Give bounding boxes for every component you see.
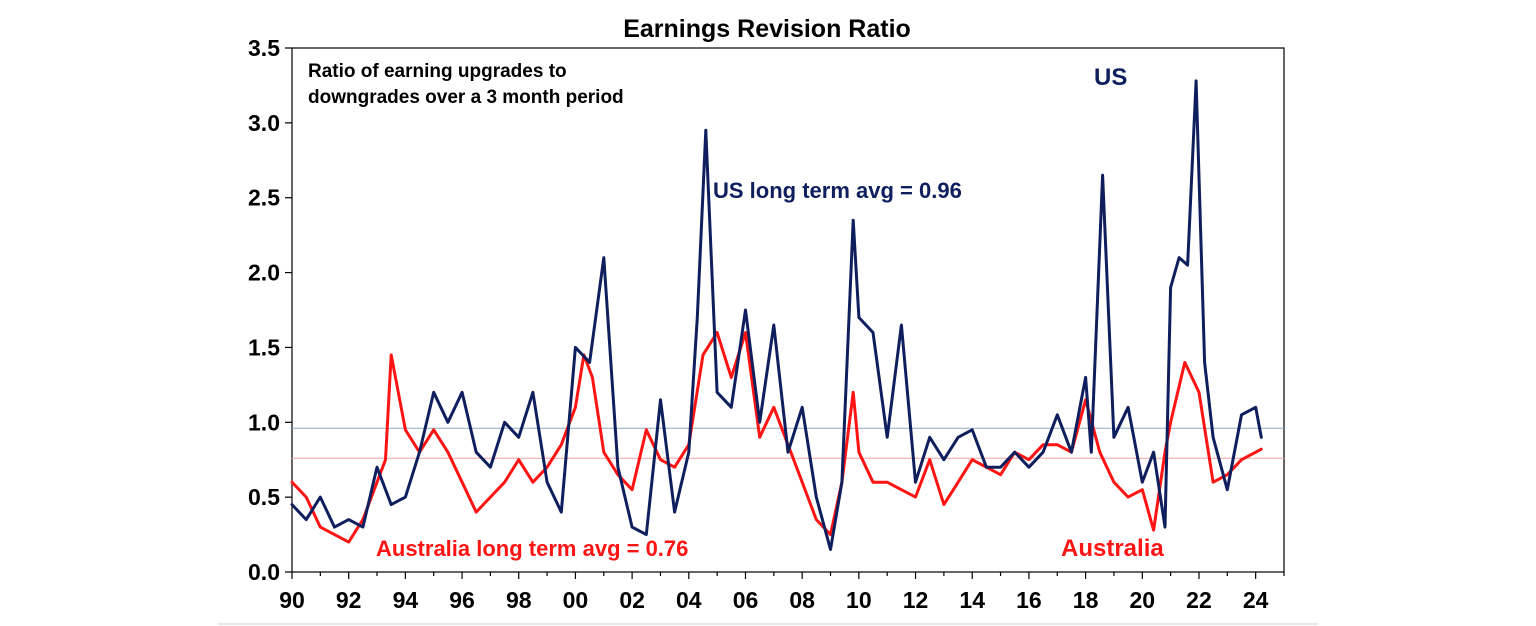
x-tick-label: 20: [1129, 587, 1155, 613]
x-tick-label: 02: [619, 587, 645, 613]
series-line-australia: [290, 331, 1263, 544]
x-tick-label: 98: [506, 587, 532, 613]
x-tick-label: 90: [279, 587, 305, 613]
series-line-us: [290, 79, 1263, 551]
series-layer: [290, 79, 1263, 551]
x-tick-label: 16: [1016, 587, 1042, 613]
subtitle-line-2: downgrades over a 3 month period: [308, 87, 624, 108]
y-tick-label: 3.5: [248, 35, 280, 61]
x-tick-label: 08: [789, 587, 815, 613]
x-tick-label: 92: [336, 587, 362, 613]
chart-title: Earnings Revision Ratio: [623, 15, 911, 43]
y-tick-label: 1.0: [248, 409, 280, 435]
x-tick-label: 00: [563, 587, 589, 613]
y-tick-label: 2.5: [248, 185, 280, 211]
y-tick-label: 3.0: [248, 110, 280, 136]
x-tick-label: 94: [393, 587, 419, 613]
x-tick-label: 22: [1186, 587, 1212, 613]
y-tick-label: 2.0: [248, 260, 280, 286]
us-average-annotation: US long term avg = 0.96: [713, 178, 962, 203]
x-tick-label: 04: [676, 587, 702, 613]
subtitle-line-1: Ratio of earning upgrades to: [308, 61, 567, 82]
x-axis: 90 92 94 96 98 00 02 04 06 08 10 12 14 16 18 20 22 24: [279, 572, 1285, 613]
y-tick-label: 1.5: [248, 334, 280, 360]
us-series-label: US: [1094, 64, 1127, 91]
y-axis: 0.0 0.5 1.0 1.5 2.0 2.5 3.0 3.5: [248, 35, 292, 585]
plot-area-frame: [291, 47, 1285, 573]
x-tick-label: 24: [1243, 587, 1269, 613]
x-tick-label: 06: [733, 587, 759, 613]
x-tick-label: 14: [959, 587, 985, 613]
australia-series-label: Australia: [1061, 535, 1164, 562]
australia-average-annotation: Australia long term avg = 0.76: [376, 536, 688, 561]
x-tick-label: 10: [846, 587, 872, 613]
y-tick-label: 0.0: [248, 559, 280, 585]
x-tick-label: 18: [1073, 587, 1099, 613]
y-tick-label: 0.5: [248, 484, 280, 510]
x-tick-label: 96: [449, 587, 475, 613]
x-tick-label: 12: [903, 587, 929, 613]
